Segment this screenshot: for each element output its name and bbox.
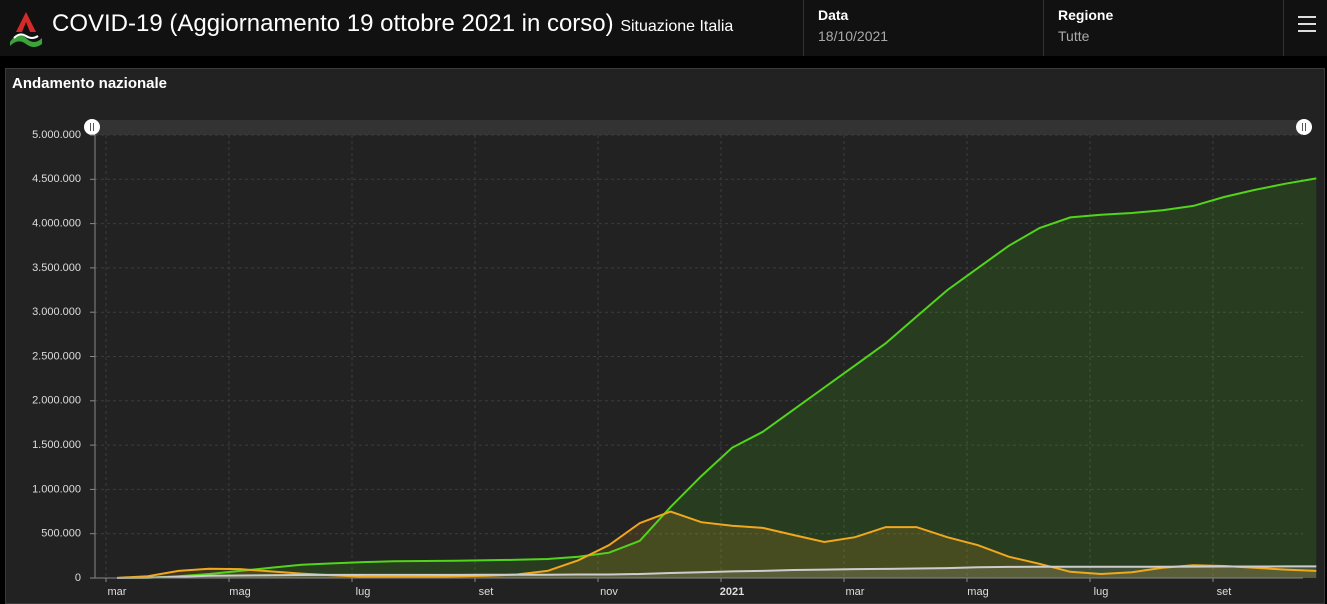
x-tick-label: mag [229, 586, 250, 598]
y-tick-label: 0 [75, 572, 81, 584]
date-filter[interactable]: Data 18/10/2021 [803, 0, 1044, 56]
region-filter[interactable]: Regione Tutte [1043, 0, 1284, 56]
y-tick-label: 2.000.000 [32, 395, 81, 407]
y-tick-label: 2.500.000 [32, 350, 81, 362]
x-tick-label: set [1217, 586, 1232, 598]
y-tick-label: 5.000.000 [32, 129, 81, 141]
area [117, 511, 1317, 578]
y-tick-label: 4.500.000 [32, 173, 81, 185]
y-tick-label: 1.500.000 [32, 439, 81, 451]
y-tick-label: 3.500.000 [32, 262, 81, 274]
region-label: Regione [1058, 7, 1114, 23]
range-slider[interactable] [92, 120, 1304, 135]
logo [10, 12, 42, 47]
handle-grip [1302, 123, 1306, 131]
date-value: 18/10/2021 [818, 28, 889, 44]
areas [117, 178, 1317, 578]
title-text: COVID-19 (Aggiornamento 19 ottobre 2021 … [52, 10, 614, 37]
y-tick-label: 3.000.000 [32, 306, 81, 318]
panel-title: Andamento nazionale [12, 75, 168, 92]
menu-icon [1298, 16, 1316, 32]
line [116, 177, 1317, 579]
area [117, 178, 1317, 578]
grid [90, 134, 1303, 582]
subtitle: Situazione Italia [620, 18, 734, 35]
handle-grip [90, 123, 94, 131]
app-title: COVID-19 (Aggiornamento 19 ottobre 2021 … [52, 10, 733, 38]
date-label: Data [818, 7, 849, 23]
y-tick-label: 1.000.000 [32, 483, 81, 495]
region-value: Tutte [1058, 28, 1090, 44]
line [116, 565, 1317, 579]
x-tick-label: mag [967, 586, 988, 598]
x-tick-label: nov [600, 586, 618, 598]
x-tick-label: set [479, 586, 494, 598]
x-tick-label: mar [108, 586, 127, 598]
header: COVID-19 (Aggiornamento 19 ottobre 2021 … [0, 0, 1327, 56]
x-tick-label: 2021 [720, 586, 744, 598]
x-tick-label: mar [846, 586, 865, 598]
x-tick-label: lug [1094, 586, 1109, 598]
x-tick-label: lug [356, 586, 371, 598]
menu-button[interactable] [1283, 0, 1327, 56]
slider-handle-right[interactable] [1296, 119, 1312, 135]
y-tick-label: 500.000 [41, 528, 81, 540]
lines [116, 177, 1317, 579]
slider-handle-left[interactable] [84, 119, 100, 135]
y-tick-label: 4.000.000 [32, 218, 81, 230]
